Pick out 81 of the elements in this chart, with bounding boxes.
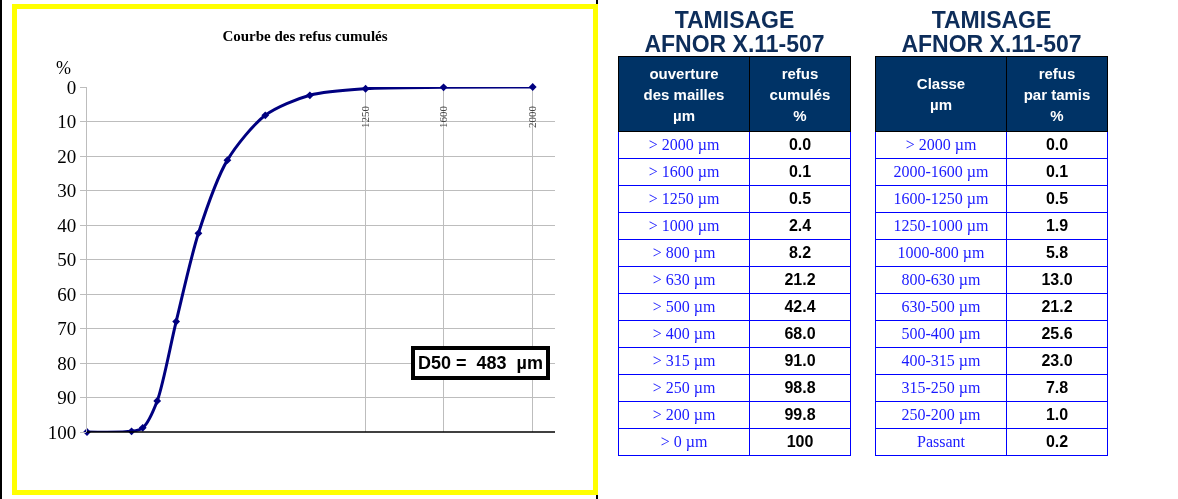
data-label: 0.2 — [1006, 428, 1108, 456]
data-label: 7.8 — [1006, 374, 1108, 402]
category-label: > 800 µm — [618, 239, 750, 267]
data-label: 0.1 — [749, 158, 851, 186]
point — [439, 83, 448, 92]
data-label: 91.0 — [749, 347, 851, 375]
data-label: 0.5 — [749, 185, 851, 213]
text: Classe µm — [875, 56, 1007, 132]
category-label: 2000-1600 µm — [875, 158, 1007, 186]
category-label: > 200 µm — [618, 401, 750, 429]
text: TAMISAGE AFNOR X.11-507 — [643, 7, 826, 57]
point — [261, 111, 270, 120]
point — [138, 423, 147, 432]
point — [172, 317, 181, 326]
category-label: > 500 µm — [618, 293, 750, 321]
point — [153, 397, 162, 405]
category-label: > 2000 µm — [618, 131, 750, 159]
text: ouverture des mailles µm — [618, 56, 750, 132]
text: refus cumulés % — [749, 56, 851, 132]
point — [528, 83, 537, 91]
category-label: > 1000 µm — [618, 212, 750, 240]
category-label: > 0 µm — [618, 428, 750, 456]
data-label: 2.4 — [749, 212, 851, 240]
y-tick-label: 30 — [57, 180, 77, 202]
y-tick-label: 100 — [47, 421, 77, 443]
text: TAMISAGE AFNOR X.11-507 — [900, 7, 1083, 57]
data-label: 8.2 — [749, 239, 851, 267]
data-label: 1.0 — [1006, 401, 1108, 429]
point — [223, 156, 232, 165]
data-label: 99.8 — [749, 401, 851, 429]
category-label: > 630 µm — [618, 266, 750, 294]
x-tick-label: 1250 — [359, 105, 372, 128]
y-tick-label: 10 — [57, 111, 77, 133]
category-label: > 1600 µm — [618, 158, 750, 186]
point — [305, 91, 314, 100]
data-label: 68.0 — [749, 320, 851, 348]
y-tick-label: 70 — [57, 318, 77, 340]
category-label: > 400 µm — [618, 320, 750, 348]
data-label: 21.2 — [1006, 293, 1108, 321]
text: refus par tamis % — [1006, 56, 1108, 132]
y-tick-label: 50 — [57, 249, 77, 271]
category-label: > 315 µm — [618, 347, 750, 375]
x-tick-label: 1600 — [437, 105, 450, 128]
y-tick-label: 80 — [57, 352, 77, 374]
y-tick-label: 90 — [57, 387, 77, 409]
category-label: > 2000 µm — [875, 131, 1007, 159]
data-label: 0.0 — [1006, 131, 1108, 159]
category-label: > 1250 µm — [618, 185, 750, 213]
category-label: 315-250 µm — [875, 374, 1007, 402]
data-label: 0.5 — [1006, 185, 1108, 213]
y-tick-label: 20 — [57, 145, 77, 167]
data-label: 0.1 — [1006, 158, 1108, 186]
data-label: 13.0 — [1006, 266, 1108, 294]
category-label: 400-315 µm — [875, 347, 1007, 375]
point — [194, 229, 203, 238]
category-label: 800-630 µm — [875, 266, 1007, 294]
y-axis-title: % — [56, 58, 71, 78]
data-label: 98.8 — [749, 374, 851, 402]
data-label: 23.0 — [1006, 347, 1108, 375]
data-label: 100 — [749, 428, 851, 456]
annotation: D50 = 483 µm — [418, 353, 543, 373]
y-tick-label: 60 — [57, 283, 77, 305]
category-label: 1250-1000 µm — [875, 212, 1007, 240]
chart-title: Courbe des refus cumulés — [222, 28, 388, 45]
x-tick-label: 2000 — [526, 105, 539, 128]
data-label: 5.8 — [1006, 239, 1108, 267]
category-label: Passant — [875, 428, 1007, 456]
data-label: 42.4 — [749, 293, 851, 321]
category-label: 500-400 µm — [875, 320, 1007, 348]
data-label: 25.6 — [1006, 320, 1108, 348]
point — [361, 84, 370, 93]
data-label: 1.9 — [1006, 212, 1108, 240]
y-tick-label: 0 — [66, 76, 77, 98]
category-label: > 250 µm — [618, 374, 750, 402]
data-label: 21.2 — [749, 266, 851, 294]
y-tick-label: 40 — [57, 214, 77, 236]
category-label: 1000-800 µm — [875, 239, 1007, 267]
category-label: 250-200 µm — [875, 401, 1007, 429]
category-label: 630-500 µm — [875, 293, 1007, 321]
category-label: 1600-1250 µm — [875, 185, 1007, 213]
data-label: 0.0 — [749, 131, 851, 159]
